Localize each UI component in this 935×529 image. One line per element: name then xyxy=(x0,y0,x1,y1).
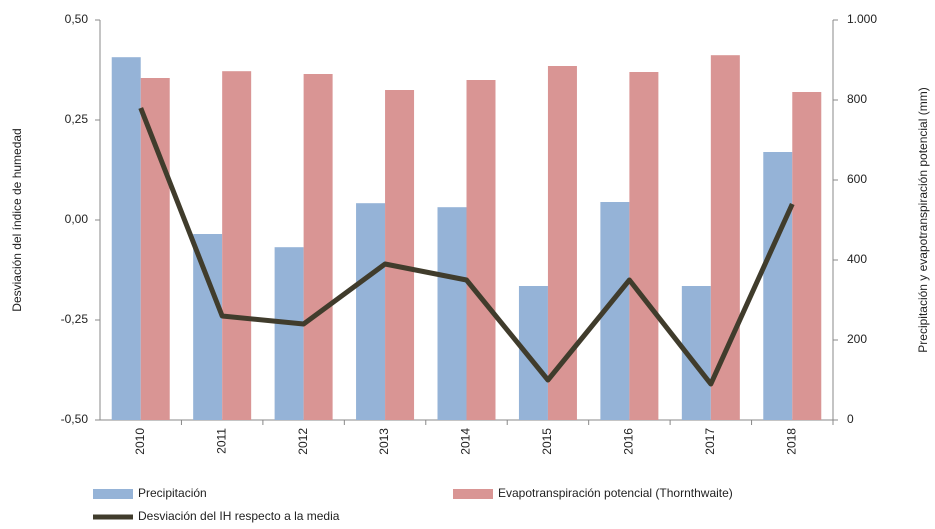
x-tick-label: 2013 xyxy=(377,428,391,455)
bar xyxy=(710,55,740,420)
x-tick-label: 2018 xyxy=(784,428,798,455)
y2-tick-label: 1.000 xyxy=(847,12,877,26)
y-axis-title: Desviación del índice de humedad xyxy=(10,128,24,311)
legend-swatch xyxy=(93,489,133,499)
line xyxy=(138,107,795,387)
y-tick-label: -0,50 xyxy=(61,412,89,426)
bar xyxy=(763,152,793,420)
x-tick-label: 2011 xyxy=(214,428,228,454)
bar xyxy=(629,72,659,420)
bar xyxy=(356,203,386,420)
legend-label: Desviación del IH respecto a la media xyxy=(138,509,340,523)
y2-tick-label: 200 xyxy=(847,332,867,346)
bar xyxy=(466,80,496,420)
bar xyxy=(193,234,223,420)
y2-tick-label: 400 xyxy=(847,252,867,266)
bar xyxy=(437,207,467,420)
bar xyxy=(385,90,415,420)
x-tick-label: 2014 xyxy=(459,428,473,455)
x-tick-label: 2017 xyxy=(703,428,717,455)
bar xyxy=(140,78,170,420)
bar xyxy=(547,66,577,420)
x-tick-label: 2016 xyxy=(622,428,636,455)
y2-tick-label: 800 xyxy=(847,92,867,106)
x-tick-label: 2010 xyxy=(133,428,147,455)
bar xyxy=(792,92,822,420)
x-tick-label: 2012 xyxy=(296,428,310,455)
y-tick-label: 0,25 xyxy=(65,112,89,126)
bar xyxy=(111,57,141,420)
legend-label: Precipitación xyxy=(138,486,207,500)
y2-tick-label: 600 xyxy=(847,172,867,186)
y-tick-label: 0,00 xyxy=(65,212,89,226)
y2-tick-label: 0 xyxy=(847,412,854,426)
y-tick-label: 0,50 xyxy=(65,12,89,26)
x-tick-label: 2015 xyxy=(540,428,554,455)
legend-label: Evapotranspiración potencial (Thornthwai… xyxy=(498,486,733,500)
y2-axis-title: Precipitación y evapotranspiración poten… xyxy=(916,87,930,352)
bar xyxy=(222,71,252,420)
legend-swatch xyxy=(453,489,493,499)
y-tick-label: -0,25 xyxy=(61,312,89,326)
bar xyxy=(303,74,333,420)
bar xyxy=(274,247,304,420)
